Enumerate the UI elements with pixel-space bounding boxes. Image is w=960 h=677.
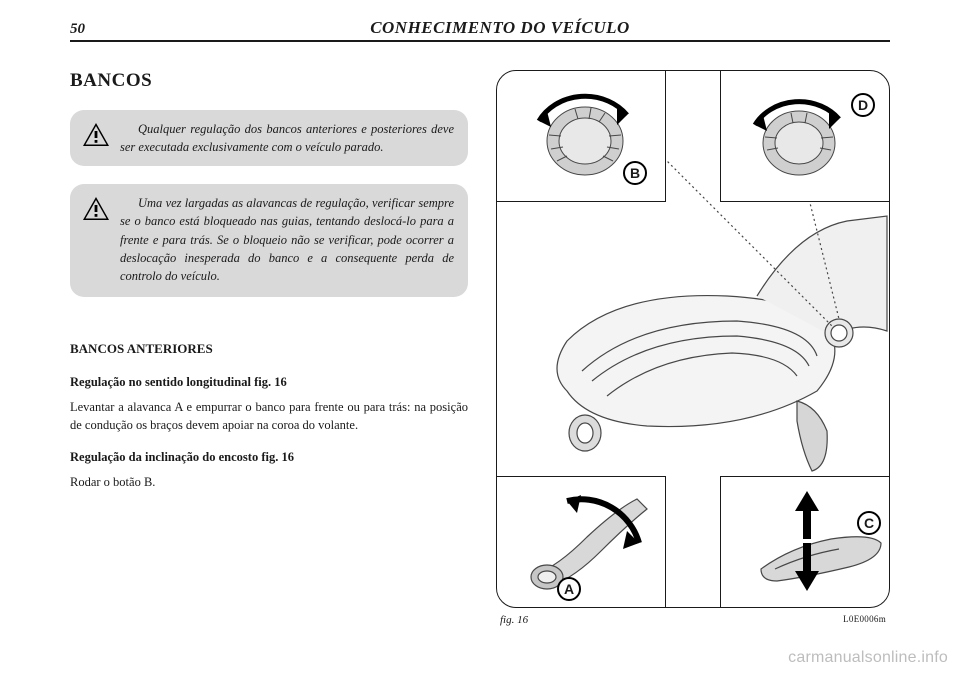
figure-label-d: D xyxy=(851,93,875,117)
figure-label-c: C xyxy=(857,511,881,535)
warning-triangle-icon xyxy=(82,122,110,148)
paragraph-2-heading: Regulação da inclinação do encosto fig. … xyxy=(70,450,468,465)
figure-code: L0E0006m xyxy=(843,614,886,626)
subsection-heading: BANCOS ANTERIORES xyxy=(70,341,468,357)
inset-knob-d: D xyxy=(720,70,890,202)
page-number: 50 xyxy=(70,21,110,38)
warning-box-1: Qualquer regulação dos bancos anteriores… xyxy=(70,110,468,166)
chapter-title: CONHECIMENTO DO VEÍCULO xyxy=(110,18,890,38)
figure-caption: fig. 16 xyxy=(500,614,528,626)
figure-caption-row: fig. 16 L0E0006m xyxy=(496,614,890,626)
warning-text-1: Qualquer regulação dos bancos anteriores… xyxy=(120,120,454,156)
figure-label-a: A xyxy=(557,577,581,601)
section-title: BANCOS xyxy=(70,70,468,92)
page-header: 50 CONHECIMENTO DO VEÍCULO xyxy=(70,18,890,42)
figure-16: B xyxy=(496,70,890,608)
paragraph-2-body: Rodar o botão B. xyxy=(70,473,468,491)
inset-knob-b: B xyxy=(496,70,666,202)
warning-text-2: Uma vez largadas as alavancas de regulaç… xyxy=(120,194,454,285)
warning-box-2: Uma vez largadas as alavancas de regulaç… xyxy=(70,184,468,297)
inset-lever-a: A xyxy=(496,476,666,608)
warning-triangle-icon xyxy=(82,196,110,222)
paragraph-1-heading: Regulação no sentido longitudinal fig. 1… xyxy=(70,375,468,390)
watermark: carmanualsonline.info xyxy=(788,649,948,667)
paragraph-1-body: Levantar a alavanca A e empurrar o banco… xyxy=(70,398,468,434)
figure-label-b: B xyxy=(623,161,647,185)
inset-lever-c: C xyxy=(720,476,890,608)
